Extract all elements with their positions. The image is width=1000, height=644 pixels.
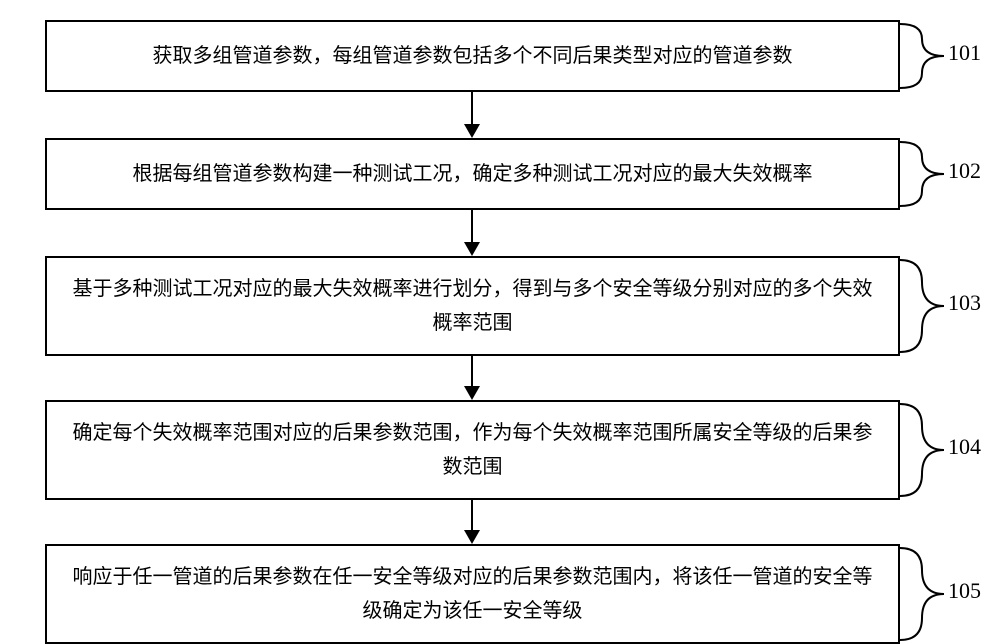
step-label-1: 101 xyxy=(948,40,981,66)
arrow-2 xyxy=(471,210,473,242)
label-text: 105 xyxy=(948,578,981,603)
brace-5 xyxy=(900,546,948,642)
brace-2 xyxy=(900,140,948,208)
step-label-2: 102 xyxy=(948,158,981,184)
flowchart-node-3: 基于多种测试工况对应的最大失效概率进行划分，得到与多个安全等级分别对应的多个失效… xyxy=(45,256,900,356)
arrow-3 xyxy=(471,356,473,386)
label-text: 101 xyxy=(948,40,981,65)
step-label-4: 104 xyxy=(948,434,981,460)
step-label-3: 103 xyxy=(948,290,981,316)
label-text: 103 xyxy=(948,290,981,315)
node-text: 响应于任一管道的后果参数在任一安全等级对应的后果参数范围内，将该任一管道的安全等… xyxy=(67,560,878,628)
brace-4 xyxy=(900,402,948,498)
node-text: 确定每个失效概率范围对应的后果参数范围，作为每个失效概率范围所属安全等级的后果参… xyxy=(67,416,878,484)
node-text: 根据每组管道参数构建一种测试工况，确定多种测试工况对应的最大失效概率 xyxy=(133,157,813,191)
flowchart-node-1: 获取多组管道参数，每组管道参数包括多个不同后果类型对应的管道参数 xyxy=(45,20,900,92)
flowchart-node-5: 响应于任一管道的后果参数在任一安全等级对应的后果参数范围内，将该任一管道的安全等… xyxy=(45,544,900,644)
arrow-head-4 xyxy=(464,530,480,544)
arrow-head-1 xyxy=(464,124,480,138)
node-text: 获取多组管道参数，每组管道参数包括多个不同后果类型对应的管道参数 xyxy=(153,39,793,73)
node-text: 基于多种测试工况对应的最大失效概率进行划分，得到与多个安全等级分别对应的多个失效… xyxy=(67,272,878,340)
arrow-head-2 xyxy=(464,242,480,256)
step-label-5: 105 xyxy=(948,578,981,604)
flowchart-node-2: 根据每组管道参数构建一种测试工况，确定多种测试工况对应的最大失效概率 xyxy=(45,138,900,210)
brace-3 xyxy=(900,258,948,354)
brace-1 xyxy=(900,22,948,90)
arrow-head-3 xyxy=(464,386,480,400)
label-text: 102 xyxy=(948,158,981,183)
flowchart-canvas: 获取多组管道参数，每组管道参数包括多个不同后果类型对应的管道参数 根据每组管道参… xyxy=(0,0,1000,644)
label-text: 104 xyxy=(948,434,981,459)
flowchart-node-4: 确定每个失效概率范围对应的后果参数范围，作为每个失效概率范围所属安全等级的后果参… xyxy=(45,400,900,500)
arrow-4 xyxy=(471,500,473,530)
arrow-1 xyxy=(471,92,473,124)
